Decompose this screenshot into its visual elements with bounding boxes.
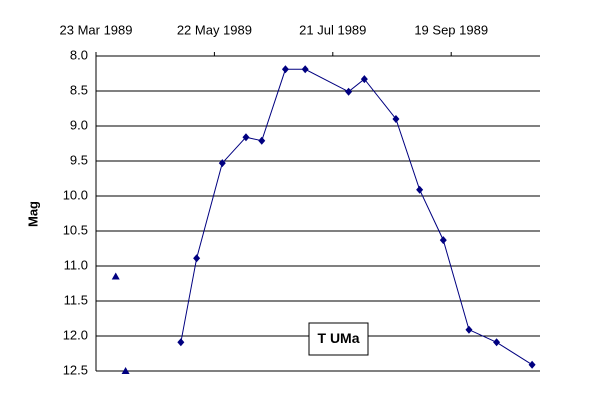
x-tick-label: 19 Sep 1989: [414, 22, 488, 37]
data-point: [193, 254, 201, 263]
y-tick-label: 9.5: [70, 152, 88, 167]
x-tick-label: 21 Jul 1989: [299, 22, 366, 37]
data-point: [416, 185, 424, 194]
data-point: [218, 159, 226, 168]
annotation-box: [308, 322, 369, 356]
data-point: [493, 338, 501, 347]
data-point: [281, 65, 289, 74]
data-point: [439, 236, 447, 245]
data-point: [121, 367, 130, 374]
data-point: [301, 65, 309, 74]
data-point: [177, 338, 185, 347]
y-tick-label: 12.0: [63, 327, 88, 342]
y-tick-label: 12.5: [63, 362, 88, 377]
y-tick-label: 10.5: [63, 222, 88, 237]
y-tick-label: 8.0: [70, 47, 88, 62]
x-tick-label: 22 May 1989: [177, 22, 252, 37]
y-tick-label: 8.5: [70, 82, 88, 97]
y-axis-label: Mag: [25, 201, 40, 227]
y-tick-label: 10.0: [63, 187, 88, 202]
y-tick-label: 11.5: [64, 292, 88, 307]
data-point: [465, 325, 473, 334]
data-point: [258, 136, 266, 145]
annotation: T UMa: [318, 330, 360, 346]
data-point: [392, 115, 400, 123]
data-point: [528, 360, 536, 369]
y-tick-label: 9.0: [70, 117, 88, 132]
data-point: [360, 75, 368, 84]
data-point: [345, 87, 353, 96]
data-point: [242, 133, 250, 142]
x-tick-label: 23 Mar 1989: [60, 22, 133, 37]
y-tick-label: 11.0: [64, 257, 88, 272]
data-point: [111, 272, 120, 280]
